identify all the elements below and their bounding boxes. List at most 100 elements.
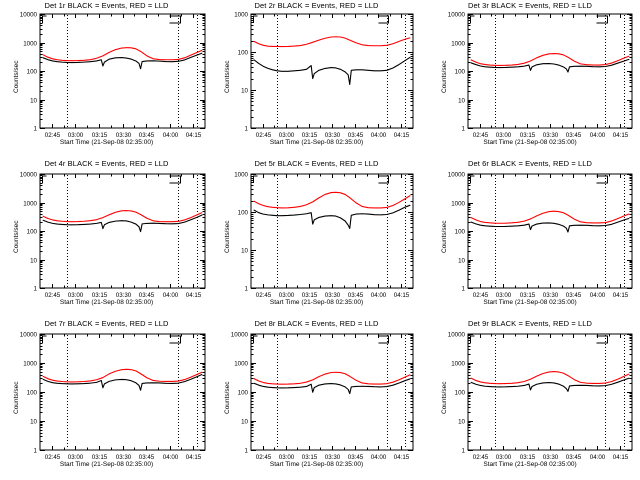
x-tick-label: 04:15: [186, 132, 202, 139]
y-tick-label: 1000: [451, 361, 465, 368]
x-tick-label: 03:15: [520, 454, 536, 461]
x-tick-label: 04:00: [163, 292, 179, 299]
x-tick-label: 03:45: [139, 132, 155, 139]
y-tick-label: 1000: [451, 201, 465, 208]
series-line-lld: [470, 210, 630, 224]
panel-title: Det 5r BLACK = Events, RED = LLD: [254, 159, 379, 168]
detector-panel: Det 5r BLACK = Events, RED = LLD 1 10 100 10…: [213, 158, 420, 318]
y-tick-label: 1: [34, 448, 38, 455]
x-tick-label: 03:30: [543, 132, 559, 139]
y-tick-label: 1: [462, 286, 466, 293]
y-tick-label: 10000: [20, 12, 38, 19]
x-tick-label: 04:15: [613, 132, 629, 139]
y-axis-label: Counts/sec: [224, 60, 231, 93]
x-tick-label: 04:00: [163, 454, 179, 461]
detector-panel: Det 1r BLACK = Events, RED = LLD 1 10 100 10…: [0, 0, 213, 158]
y-axis-label: Counts/sec: [13, 381, 20, 414]
series-line-lld: [42, 47, 203, 62]
x-tick-label: 04:00: [163, 132, 179, 139]
x-tick-label: 03:00: [496, 292, 512, 299]
panel-title: Det 1r BLACK = Events, RED = LLD: [44, 1, 169, 10]
x-tick-label: 04:15: [186, 454, 202, 461]
plot-wrapper: 1 10 100 1000 10000 02:45 03:00 03:15 03:30 03:45…: [420, 158, 640, 318]
y-tick-label: 1000: [451, 41, 465, 48]
plot-wrapper: 1 10 100 1000 10000 02:45 03:00 03:15 03:30 03:45…: [420, 0, 640, 158]
y-tick-label: 10000: [448, 172, 466, 179]
y-tick-label: 1: [245, 286, 249, 293]
series-line-lld: [253, 191, 411, 209]
y-tick-label: 1: [245, 126, 249, 133]
x-tick-label: 02:45: [256, 132, 272, 139]
y-tick-label: 10: [241, 419, 248, 426]
y-tick-label: 10000: [448, 12, 466, 19]
x-tick-label: 03:00: [496, 132, 512, 139]
y-tick-label: 10: [30, 419, 37, 426]
panel-title: Det 4r BLACK = Events, RED = LLD: [44, 159, 169, 168]
x-axis-label: Start Time (21-Sep-08 02:35:00): [59, 461, 154, 468]
x-tick-label: 03:15: [92, 292, 108, 299]
x-tick-label: 04:15: [613, 292, 629, 299]
y-tick-label: 10: [30, 258, 37, 265]
y-axis-label: Counts/sec: [441, 381, 448, 414]
x-tick-label: 02:45: [45, 292, 61, 299]
x-tick-label: 04:00: [590, 292, 606, 299]
x-axis-label: Start Time (21-Sep-08 02:35:00): [59, 299, 154, 306]
x-axis-label: Start Time (21-Sep-08 02:35:00): [269, 139, 364, 146]
plot-area: 1 10 100 1000 02:45 03:00 03:15 03:30 03:45 04:00…: [234, 12, 414, 139]
detector-panel: Det 8r BLACK = Events, RED = LLD 1 10 100 10…: [213, 318, 420, 480]
x-tick-label: 03:30: [325, 454, 341, 461]
panel-title: Det 8r BLACK = Events, RED = LLD: [254, 319, 379, 328]
x-tick-label: 03:30: [325, 292, 341, 299]
x-tick-label: 02:45: [256, 454, 272, 461]
series-line-lld: [42, 368, 203, 383]
series-line-events: [253, 378, 411, 395]
x-tick-label: 04:00: [371, 454, 387, 461]
y-tick-label: 100: [455, 69, 466, 76]
y-tick-label: 10: [241, 248, 248, 255]
series-line-events: [470, 58, 630, 73]
x-tick-label: 03:15: [520, 132, 536, 139]
x-tick-label: 03:45: [139, 454, 155, 461]
x-tick-label: 03:00: [68, 454, 84, 461]
panel-title: Det 7r BLACK = Events, RED = LLD: [44, 319, 169, 328]
x-tick-label: 04:00: [371, 132, 387, 139]
y-tick-label: 1: [34, 286, 38, 293]
y-tick-label: 1: [462, 448, 466, 455]
y-tick-label: 10000: [231, 332, 249, 339]
plot-area: 1 10 100 1000 10000 02:45 03:00 03:15 03:30 03:45…: [20, 332, 206, 461]
x-tick-label: 03:45: [139, 292, 155, 299]
y-tick-label: 100: [27, 390, 38, 397]
panel-title: Det 9r BLACK = Events, RED = LLD: [467, 319, 593, 328]
y-tick-label: 100: [27, 69, 38, 76]
y-tick-label: 1: [462, 126, 466, 133]
series-line-lld: [470, 371, 630, 385]
series-line-events: [42, 52, 203, 70]
series-line-lld: [42, 210, 203, 223]
plot-area: 1 10 100 1000 10000 02:45 03:00 03:15 03:30 03:45…: [20, 172, 206, 299]
series-line-lld: [470, 52, 630, 66]
y-tick-label: 100: [27, 229, 38, 236]
panel-title: Det 6r BLACK = Events, RED = LLD: [467, 159, 593, 168]
y-tick-label: 1000: [23, 41, 37, 48]
x-tick-label: 03:30: [543, 454, 559, 461]
y-axis-label: Counts/sec: [441, 60, 448, 93]
y-tick-label: 1000: [234, 361, 248, 368]
plot-area: 1 10 100 1000 02:45 03:00 03:15 03:30 03:45 04:00…: [234, 172, 414, 299]
x-tick-label: 03:45: [348, 454, 364, 461]
x-tick-label: 02:45: [473, 132, 489, 139]
x-tick-label: 03:00: [68, 292, 84, 299]
y-tick-label: 100: [238, 390, 249, 397]
plot-wrapper: 1 10 100 1000 10000 02:45 03:00 03:15 03:30 03:45…: [213, 318, 420, 480]
x-tick-label: 03:00: [496, 454, 512, 461]
plot-wrapper: 1 10 100 1000 02:45 03:00 03:15 03:30 03:45 04:00…: [213, 0, 420, 158]
plot-area: 1 10 100 1000 10000 02:45 03:00 03:15 03:30 03:45…: [20, 12, 206, 139]
plot-area: 1 10 100 1000 10000 02:45 03:00 03:15 03:30 03:45…: [448, 172, 633, 299]
detector-panel: Det 4r BLACK = Events, RED = LLD 1 10 100 10…: [0, 158, 213, 318]
x-tick-label: 04:15: [394, 292, 410, 299]
x-tick-label: 03:00: [279, 132, 295, 139]
x-tick-label: 03:00: [68, 132, 84, 139]
x-axis-label: Start Time (21-Sep-08 02:35:00): [59, 139, 154, 146]
x-axis-label: Start Time (21-Sep-08 02:35:00): [269, 461, 364, 468]
x-tick-label: 03:00: [279, 454, 295, 461]
x-tick-label: 04:15: [186, 292, 202, 299]
